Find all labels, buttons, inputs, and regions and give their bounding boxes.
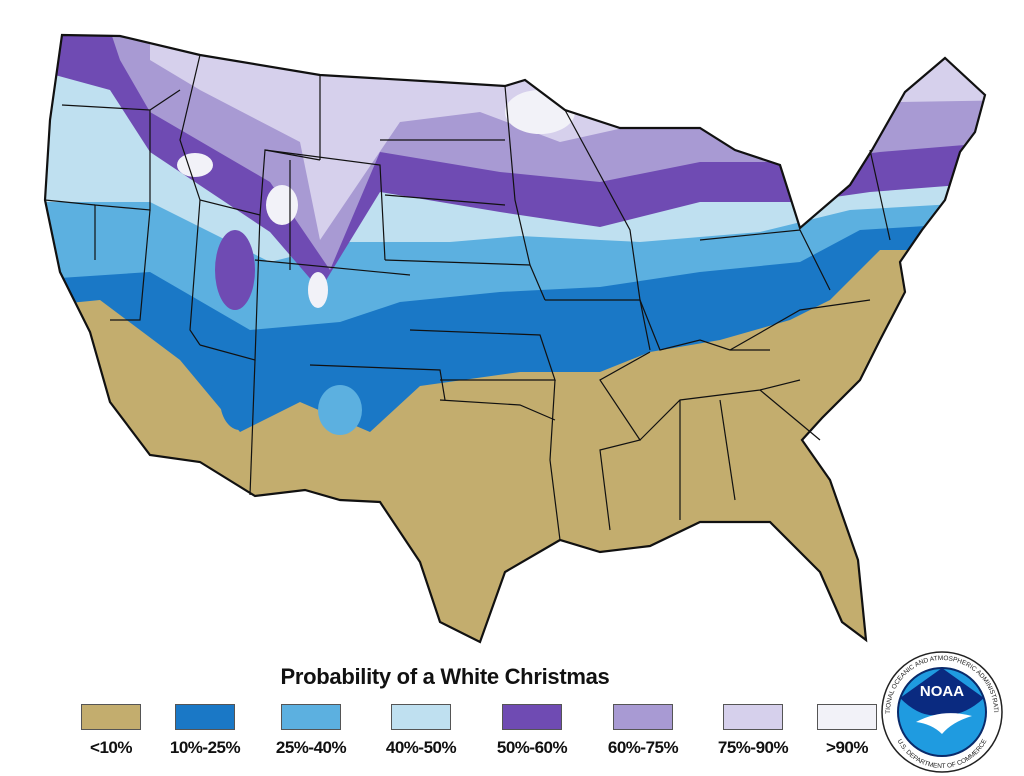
legend-label: <10%	[90, 738, 132, 757]
legend-item-60-75: 60%-75%	[588, 704, 698, 758]
state-borders	[44, 54, 891, 541]
probability-bands	[45, 35, 985, 642]
legend-label: 75%-90%	[717, 738, 789, 757]
band-gt90-wy	[266, 185, 298, 225]
legend-item-lt10: <10%	[56, 704, 166, 758]
us-snow-probability-map	[43, 33, 987, 644]
legend-swatch	[175, 704, 235, 730]
legend-item-75-90: 75%-90%	[698, 704, 808, 758]
legend-item-25-40: 25%-40%	[256, 704, 366, 758]
legend-swatch	[613, 704, 673, 730]
legend-label: >90%	[826, 738, 868, 757]
band-10-25-az	[220, 370, 260, 430]
legend-label: 50%-60%	[496, 738, 568, 757]
legend-swatch	[281, 704, 341, 730]
legend-swatch	[817, 704, 877, 730]
legend-item-gt90: >90%	[792, 704, 902, 758]
legend-title: Probability of a White Christmas	[280, 664, 610, 689]
noaa-logo: NOAA NATIONAL OCEANIC AND ATMOSPHERIC AD…	[872, 648, 1003, 773]
band-gt90-id	[177, 153, 213, 177]
legend-label: 25%-40%	[275, 738, 347, 757]
legend-swatch	[81, 704, 141, 730]
band-gt90-mn	[505, 90, 575, 134]
legend-item-40-50: 40%-50%	[366, 704, 476, 758]
logo-text: NOAA	[920, 683, 964, 700]
legend-label: 60%-75%	[607, 738, 679, 757]
legend-item-10-25: 10%-25%	[150, 704, 260, 758]
band-gt90-co	[308, 272, 328, 308]
legend-swatch	[391, 704, 451, 730]
legend-swatch	[723, 704, 783, 730]
legend-item-50-60: 50%-60%	[477, 704, 587, 758]
legend-label: 10%-25%	[169, 738, 241, 757]
legend-label: 40%-50%	[385, 738, 457, 757]
band-25-40-nm	[318, 385, 362, 435]
legend: <10% 10%-25% 25%-40% 40%-50% 50%-60% 60%…	[56, 704, 877, 764]
legend-swatch	[502, 704, 562, 730]
band-50-60-id	[215, 230, 255, 310]
